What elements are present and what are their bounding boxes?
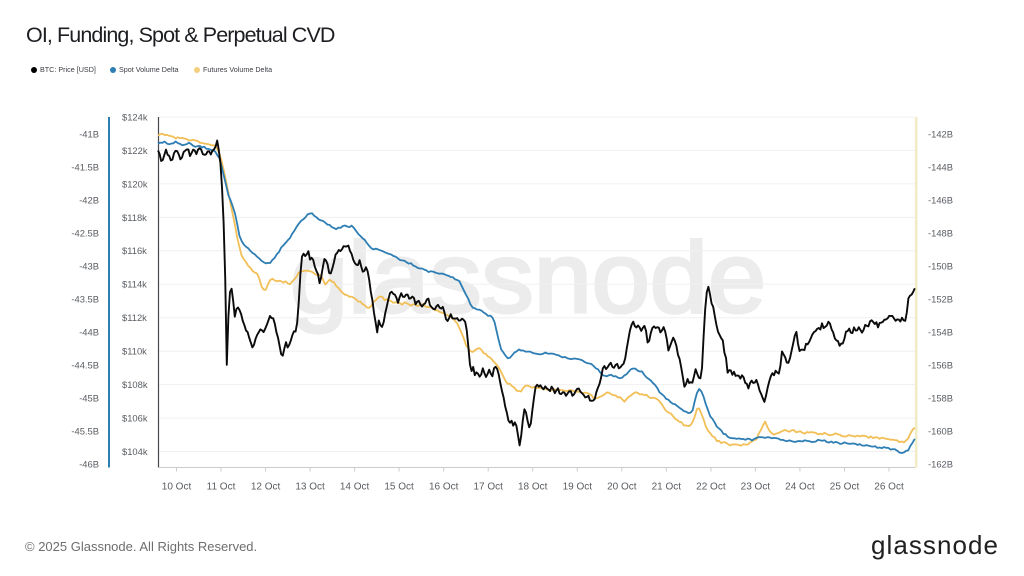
- svg-text:14 Oct: 14 Oct: [340, 482, 370, 493]
- svg-text:-41.5B: -41.5B: [71, 161, 99, 172]
- svg-text:-144B: -144B: [928, 161, 953, 172]
- svg-text:22 Oct: 22 Oct: [696, 482, 726, 493]
- svg-text:25 Oct: 25 Oct: [830, 482, 860, 493]
- svg-text:10 Oct: 10 Oct: [162, 482, 192, 493]
- svg-text:11 Oct: 11 Oct: [207, 482, 236, 493]
- svg-text:glassnode: glassnode: [290, 222, 766, 334]
- svg-text:$122k: $122k: [122, 145, 148, 156]
- svg-text:23 Oct: 23 Oct: [741, 482, 771, 493]
- svg-text:$110k: $110k: [122, 346, 147, 357]
- svg-text:20 Oct: 20 Oct: [607, 482, 637, 493]
- svg-text:13 Oct: 13 Oct: [295, 482, 325, 493]
- svg-text:$104k: $104k: [122, 446, 148, 457]
- svg-text:-146B: -146B: [928, 194, 953, 205]
- svg-text:-160B: -160B: [928, 425, 953, 436]
- svg-text:$118k: $118k: [122, 212, 147, 223]
- svg-text:-42B: -42B: [79, 194, 99, 205]
- svg-text:19 Oct: 19 Oct: [563, 482, 593, 493]
- svg-text:$108k: $108k: [122, 379, 148, 390]
- svg-text:$112k: $112k: [122, 312, 147, 323]
- svg-text:-43B: -43B: [79, 260, 99, 271]
- svg-text:-150B: -150B: [928, 260, 953, 271]
- svg-text:-45.5B: -45.5B: [71, 425, 99, 436]
- svg-text:$106k: $106k: [122, 412, 148, 423]
- svg-text:-154B: -154B: [928, 326, 953, 337]
- svg-text:$114k: $114k: [122, 279, 147, 290]
- svg-text:-156B: -156B: [928, 359, 953, 370]
- svg-text:-44.5B: -44.5B: [71, 359, 99, 370]
- svg-text:-42.5B: -42.5B: [71, 227, 99, 238]
- svg-text:$124k: $124k: [122, 111, 148, 122]
- svg-text:-152B: -152B: [928, 293, 953, 304]
- svg-text:12 Oct: 12 Oct: [251, 482, 281, 493]
- svg-text:-43.5B: -43.5B: [71, 293, 99, 304]
- svg-text:$116k: $116k: [122, 245, 147, 256]
- svg-text:-44B: -44B: [79, 326, 99, 337]
- svg-text:26 Oct: 26 Oct: [874, 482, 904, 493]
- svg-text:-46B: -46B: [79, 458, 99, 469]
- svg-text:21 Oct: 21 Oct: [652, 482, 682, 493]
- svg-text:16 Oct: 16 Oct: [429, 482, 459, 493]
- svg-text:17 Oct: 17 Oct: [473, 482, 503, 493]
- svg-text:-158B: -158B: [928, 392, 953, 403]
- svg-text:-45B: -45B: [79, 392, 99, 403]
- svg-text:15 Oct: 15 Oct: [384, 482, 414, 493]
- svg-text:-41B: -41B: [79, 128, 99, 139]
- svg-text:$120k: $120k: [122, 178, 148, 189]
- svg-text:-142B: -142B: [928, 128, 953, 139]
- svg-text:24 Oct: 24 Oct: [785, 482, 815, 493]
- svg-text:18 Oct: 18 Oct: [518, 482, 548, 493]
- svg-text:-148B: -148B: [928, 227, 953, 238]
- svg-text:-162B: -162B: [928, 458, 953, 469]
